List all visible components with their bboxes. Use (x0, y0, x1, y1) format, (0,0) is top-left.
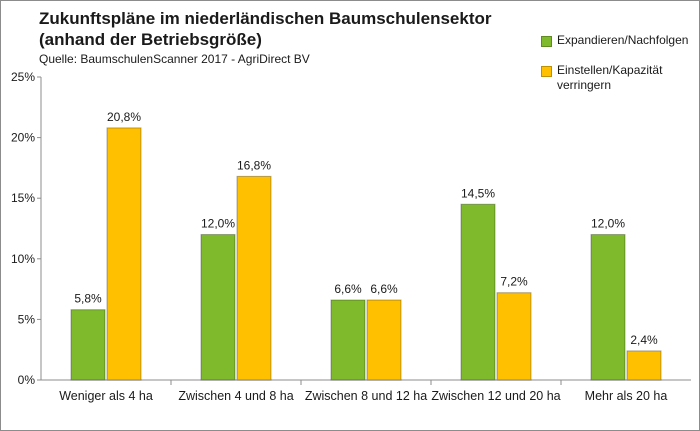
legend-label-expandieren: Expandieren/Nachfolgen (557, 33, 689, 47)
data-label: 16,8% (237, 158, 271, 172)
x-category-label: Mehr als 20 ha (585, 389, 668, 403)
y-tick-label: 10% (11, 252, 35, 266)
legend-item-expandieren: Expandieren/Nachfolgen (541, 33, 697, 48)
legend-label-einstellen: Einstellen/Kapazität verringern (557, 63, 663, 92)
data-label: 14,5% (461, 186, 495, 200)
bar-einstellen (496, 292, 532, 381)
x-category-label: Weniger als 4 ha (59, 389, 153, 403)
y-tick-label: 15% (11, 191, 35, 205)
y-tick-label: 0% (18, 373, 36, 387)
data-label: 7,2% (500, 275, 528, 289)
bar-einstellen (236, 175, 272, 381)
bar-expandieren (590, 234, 626, 381)
data-label: 20,8% (107, 110, 141, 124)
y-tick-label: 5% (18, 312, 36, 326)
chart-title: Zukunftspläne im niederländischen Baumsc… (39, 8, 492, 50)
data-label: 6,6% (370, 282, 398, 296)
data-label: 12,0% (591, 217, 625, 231)
bar-einstellen (626, 350, 662, 381)
chart-title-line-1: Zukunftspläne im niederländischen Baumsc… (39, 9, 492, 28)
legend-swatch-einstellen (541, 66, 552, 77)
bar-expandieren (200, 234, 236, 381)
x-category-label: Zwischen 4 und 8 ha (178, 389, 293, 403)
bar-einstellen (106, 127, 142, 381)
x-category-label: Zwischen 12 und 20 ha (431, 389, 560, 403)
data-label: 6,6% (334, 282, 362, 296)
chart-title-line-2: (anhand der Betriebsgröße) (39, 30, 262, 49)
chart-subtitle: Quelle: BaumschulenScanner 2017 - AgriDi… (39, 52, 310, 66)
y-tick-label: 20% (11, 131, 35, 145)
y-tick-label: 25% (11, 70, 35, 84)
bar-expandieren (70, 309, 106, 381)
legend-swatch-expandieren (541, 36, 552, 47)
data-label: 5,8% (74, 292, 102, 306)
x-category-label: Zwischen 8 und 12 ha (305, 389, 427, 403)
bar-expandieren (330, 299, 366, 381)
data-label: 2,4% (630, 333, 658, 347)
bar-expandieren (460, 203, 496, 381)
bar-einstellen (366, 299, 402, 381)
data-label: 12,0% (201, 217, 235, 231)
legend-item-einstellen: Einstellen/Kapazität verringern (541, 63, 697, 93)
